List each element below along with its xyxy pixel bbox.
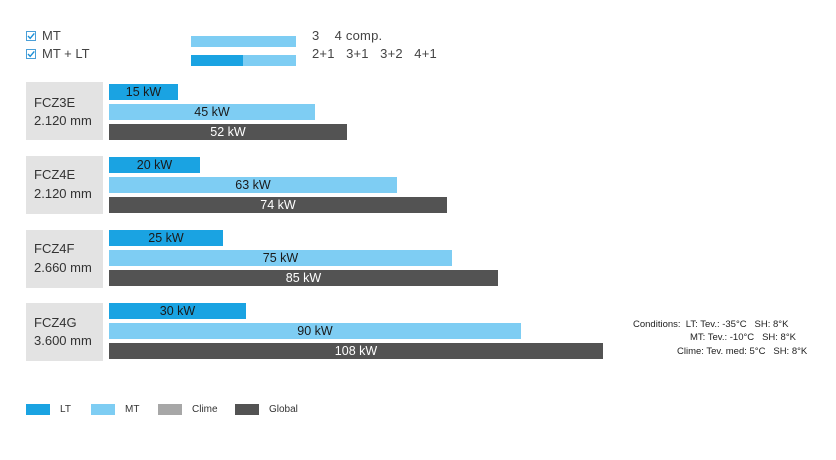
bar-mt-fcz4e: 63 kW: [109, 177, 397, 193]
bar-label: 30 kW: [159, 304, 196, 318]
bar-global-fcz4e: 74 kW: [109, 197, 447, 213]
lt-portion: [191, 55, 243, 66]
conditions-line-3: Clime: Tev. med: 5°C SH: 8°K: [677, 346, 808, 357]
bar-mt-fcz4g: 90 kW: [109, 323, 521, 339]
checkbox-mt-lt[interactable]: MT + LT: [26, 46, 90, 61]
model-box-fcz4e: FCZ4E 2.120 mm: [26, 156, 103, 214]
legend-label: Global: [269, 404, 298, 415]
mt-lt-sample-bar: [191, 55, 296, 66]
model-name: FCZ3E: [34, 95, 76, 110]
legend-mt: MT: [91, 404, 139, 415]
compressor-row-2: 2+1 3+1 3+2 4+1: [312, 46, 437, 61]
model-box-fcz3e: FCZ3E 2.120 mm: [26, 82, 103, 140]
bar-label: 45 kW: [194, 105, 230, 119]
mt-sample-bar: [191, 36, 296, 47]
bar-lt-fcz3e: 15 kW: [109, 84, 178, 100]
bar-lt-fcz4e: 20 kW: [109, 157, 200, 173]
model-length: 2.120 mm: [34, 113, 92, 128]
legend-swatch: [158, 404, 182, 415]
bar-label: 25 kW: [148, 231, 184, 245]
conditions-line-2: MT: Tev.: -10°C SH: 8°K: [690, 332, 796, 343]
bar-label: 15 kW: [125, 85, 162, 99]
model-length: 2.660 mm: [34, 260, 92, 275]
bar-label: 74 kW: [260, 198, 296, 212]
checkbox-mt-lt-label: MT + LT: [42, 46, 90, 61]
bar-global-fcz3e: 52 kW: [109, 124, 347, 140]
legend-clime: Clime: [158, 404, 218, 415]
model-length: 2.120 mm: [34, 186, 92, 201]
bar-label: 52 kW: [210, 125, 246, 139]
model-name: FCZ4F: [34, 241, 75, 256]
compressor-row-1: 3 4 comp.: [312, 28, 383, 43]
bar-mt-fcz4f: 75 kW: [109, 250, 452, 266]
bar-label: 85 kW: [285, 271, 322, 285]
legend-label: MT: [125, 404, 140, 415]
legend-label: Clime: [192, 404, 218, 415]
checkbox-mt-label: MT: [42, 28, 61, 43]
conditions-line-1: Conditions: LT: Tev.: -35°C SH: 8°K: [633, 319, 789, 330]
bar-lt-fcz4g: 30 kW: [109, 303, 246, 319]
bar-label: 108 kW: [334, 344, 378, 358]
check-icon: [26, 30, 36, 41]
legend-swatch: [91, 404, 115, 415]
legend-swatch: [26, 404, 50, 415]
bar-mt-fcz3e: 45 kW: [109, 104, 315, 120]
model-name: FCZ4E: [34, 167, 76, 182]
model-box-fcz4f: FCZ4F 2.660 mm: [26, 230, 103, 288]
legend-label: LT: [60, 404, 71, 415]
checkbox-mt[interactable]: MT: [26, 28, 61, 43]
model-length: 3.600 mm: [34, 333, 92, 348]
legend-lt: LT: [26, 404, 71, 415]
bar-label: 75 kW: [262, 251, 299, 265]
legend-global: Global: [235, 404, 298, 415]
bar-label: 20 kW: [136, 158, 173, 172]
legend-swatch: [235, 404, 259, 415]
model-name: FCZ4G: [34, 315, 77, 330]
bar-lt-fcz4f: 25 kW: [109, 230, 223, 246]
check-icon: [26, 48, 36, 59]
bar-global-fcz4g: 108 kW: [109, 343, 603, 359]
bar-label: 63 kW: [235, 178, 271, 192]
bar-global-fcz4f: 85 kW: [109, 270, 498, 286]
bar-label: 90 kW: [297, 324, 333, 338]
model-box-fcz4g: FCZ4G 3.600 mm: [26, 303, 103, 361]
